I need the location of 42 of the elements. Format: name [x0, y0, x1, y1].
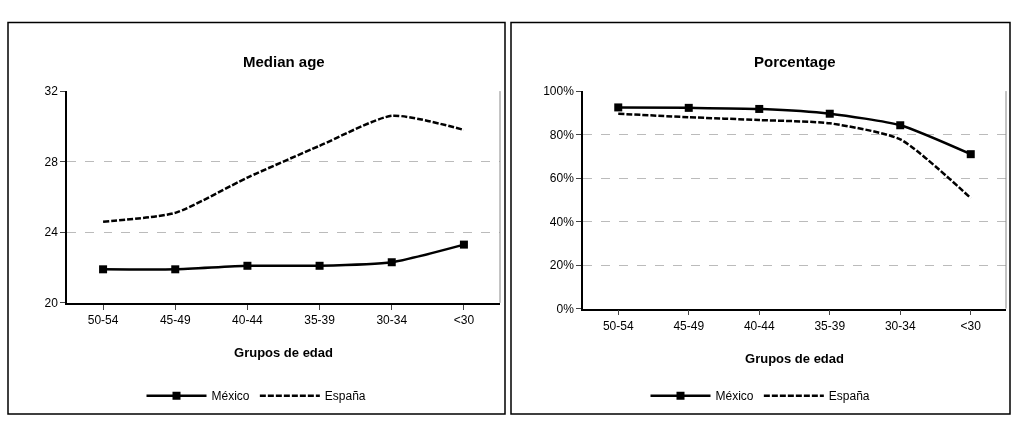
chart-title: Porcentage [754, 53, 836, 70]
x-tick-label: <30 [453, 312, 475, 327]
point [614, 103, 623, 112]
legend-label: México [211, 389, 250, 404]
point [684, 103, 693, 112]
x-tick-label: 50-54 [602, 318, 634, 333]
y-tick-label: 28 [44, 154, 59, 169]
y-tick-label: 24 [44, 225, 59, 240]
point [243, 261, 252, 270]
x-tick-label: 40-44 [232, 312, 264, 327]
x-tick-label: 35-39 [304, 312, 336, 327]
x-tick-label: 40-44 [743, 318, 775, 333]
x-tick-label: 30-34 [884, 318, 916, 333]
y-tick-label: 100% [543, 84, 575, 99]
point [966, 150, 975, 159]
y-tick-label: 20 [44, 296, 59, 311]
legend-label: España [828, 389, 870, 404]
y-tick-label: 80% [549, 127, 575, 142]
x-tick-label: 35-39 [814, 318, 846, 333]
y-tick-label: 32 [44, 84, 59, 99]
point [387, 258, 396, 267]
point [825, 109, 834, 118]
x-tick-label: <30 [960, 318, 982, 333]
x-tick-label: 45-49 [159, 312, 191, 327]
point [755, 104, 764, 113]
x-tick-label: 30-34 [376, 312, 408, 327]
chart-title: Median age [243, 53, 325, 70]
x-axis-title: Grupos de edad [745, 350, 845, 366]
x-axis-title: Grupos de edad [234, 345, 334, 361]
point [99, 265, 108, 274]
legend-label: México [715, 389, 754, 404]
y-tick-label: 60% [549, 171, 575, 186]
y-tick-label: 20% [549, 258, 575, 273]
y-tick-label: 0% [556, 301, 575, 316]
x-tick-label: 50-54 [87, 312, 119, 327]
point [459, 240, 468, 249]
point [896, 121, 905, 130]
point [315, 261, 324, 270]
point [171, 265, 180, 274]
legend-label: España [324, 389, 366, 404]
y-tick-label: 40% [549, 214, 575, 229]
x-tick-label: 45-49 [673, 318, 705, 333]
